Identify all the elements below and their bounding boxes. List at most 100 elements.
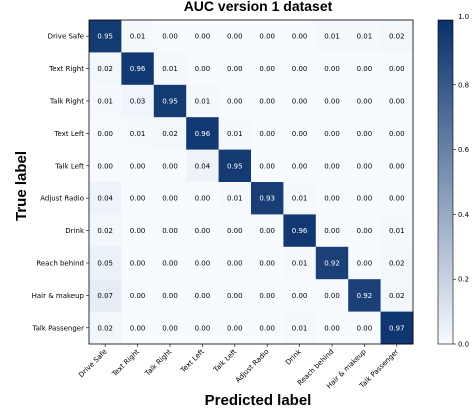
heatmap-cell	[348, 182, 382, 215]
heatmap-cell	[153, 149, 187, 183]
cell-value-label: 0.00	[195, 292, 211, 300]
y-tick-label: Drive Safe	[48, 33, 84, 41]
cell-value-label: 0.00	[389, 98, 405, 106]
y-tick-label: Adjust Radio	[40, 195, 84, 203]
cell-value-label: 0.00	[227, 260, 243, 268]
cell-value-label: 0.00	[357, 195, 373, 203]
cell-value-label: 0.00	[130, 195, 146, 203]
heatmap-cell	[89, 311, 122, 345]
cell-value-label: 0.00	[324, 65, 340, 73]
y-tick-label: Talk Right	[49, 98, 84, 106]
cell-value-label: 0.00	[97, 130, 113, 138]
heatmap-cell	[186, 311, 220, 345]
heatmap-cell	[89, 84, 122, 118]
cell-value-label: 0.02	[389, 292, 405, 300]
cell-value-label: 0.00	[227, 98, 243, 106]
colorbar: 0.0 0.2 0.4 0.6 0.8 1.0	[437, 13, 470, 349]
heatmap-cell	[348, 311, 382, 345]
cell-value-label: 0.01	[227, 130, 243, 138]
cell-value-label: 0.00	[195, 65, 211, 73]
cell-value-label: 0.96	[292, 227, 308, 235]
cell-value-label: 0.04	[195, 162, 211, 170]
heatmap-cell	[251, 311, 284, 345]
cell-value-label: 0.01	[130, 130, 146, 138]
cell-value-label: 0.00	[259, 65, 275, 73]
y-tick-label: Text Left	[53, 130, 84, 138]
cell-value-label: 0.00	[162, 324, 178, 332]
heatmap-cell	[121, 117, 155, 151]
heatmap-cell	[251, 214, 284, 248]
cell-value-label: 0.00	[162, 195, 178, 203]
heatmap-cell	[283, 182, 317, 215]
heatmap-grid: 0.95 0.01 0.00 0.00 0.00 0.00 0.00 0.01 0.01 0.02…	[88, 19, 414, 345]
cell-value-label: 0.00	[259, 130, 275, 138]
colorbar-tick-label: 0.6	[458, 146, 470, 154]
heatmap-cell	[315, 52, 349, 86]
cell-value-label: 0.02	[389, 33, 405, 41]
cell-value-label: 0.00	[227, 65, 243, 73]
heatmap-cell	[348, 279, 382, 313]
heatmap-cell	[121, 84, 155, 118]
cell-value-label: 0.00	[292, 33, 308, 41]
heatmap-cell	[283, 52, 317, 86]
heatmap-cell	[186, 84, 220, 118]
heatmap-cell	[380, 214, 414, 248]
heatmap-cell	[218, 279, 252, 313]
heatmap-cell	[121, 20, 155, 53]
heatmap-cell	[186, 279, 220, 313]
heatmap-cell	[251, 52, 284, 86]
cell-value-label: 0.01	[324, 33, 340, 41]
cell-value-label: 0.00	[324, 98, 340, 106]
heatmap-cell	[251, 279, 284, 313]
cell-value-label: 0.00	[162, 162, 178, 170]
cell-value-label: 0.00	[259, 227, 275, 235]
x-axis-label: Predicted label	[205, 392, 312, 409]
heatmap-cell	[380, 84, 414, 118]
cell-value-label: 0.00	[195, 227, 211, 235]
cell-value-label: 0.00	[357, 324, 373, 332]
cell-value-label: 0.92	[357, 292, 373, 300]
heatmap-cell	[380, 311, 414, 345]
cell-value-label: 0.02	[97, 227, 113, 235]
x-tick-label: Adjust Radio	[234, 348, 271, 385]
cell-value-label: 0.01	[195, 98, 211, 106]
heatmap-cell	[348, 214, 382, 248]
heatmap-cell	[251, 117, 284, 151]
cell-value-label: 0.00	[357, 98, 373, 106]
cell-value-label: 0.01	[292, 260, 308, 268]
cell-value-label: 0.00	[292, 130, 308, 138]
heatmap-cell	[348, 52, 382, 86]
heatmap-cell	[121, 214, 155, 248]
x-tick-label: Drive Safe	[77, 348, 108, 379]
cell-value-label: 0.00	[357, 260, 373, 268]
heatmap-cell	[315, 279, 349, 313]
cell-value-label: 0.00	[324, 292, 340, 300]
heatmap-cell	[218, 52, 252, 86]
cell-value-label: 0.00	[227, 324, 243, 332]
cell-value-label: 0.96	[195, 130, 211, 138]
heatmap-cell	[153, 20, 187, 53]
heatmap-cell	[89, 182, 122, 215]
cell-value-label: 0.00	[227, 33, 243, 41]
cell-value-label: 0.00	[130, 292, 146, 300]
heatmap-cell	[218, 214, 252, 248]
x-tick-label: Drink	[284, 347, 304, 367]
cell-value-label: 0.00	[389, 195, 405, 203]
heatmap-cell	[315, 149, 349, 183]
cell-value-label: 0.00	[130, 227, 146, 235]
cell-value-label: 0.00	[389, 65, 405, 73]
colorbar-tick-label: 0.2	[458, 276, 469, 284]
cell-value-label: 0.00	[259, 292, 275, 300]
cell-value-label: 0.00	[195, 260, 211, 268]
heatmap-cell	[153, 84, 187, 118]
y-tick-label: Talk Passenger	[32, 324, 85, 332]
heatmap-cell	[251, 20, 284, 53]
heatmap-cell	[348, 84, 382, 118]
heatmap-cell	[121, 279, 155, 313]
cell-value-label: 0.92	[324, 260, 340, 268]
x-tick-label: Talk Right	[143, 348, 174, 379]
heatmap-cell	[251, 246, 284, 280]
heatmap-cell	[89, 214, 122, 248]
y-tick-label: Text Right	[48, 65, 84, 73]
